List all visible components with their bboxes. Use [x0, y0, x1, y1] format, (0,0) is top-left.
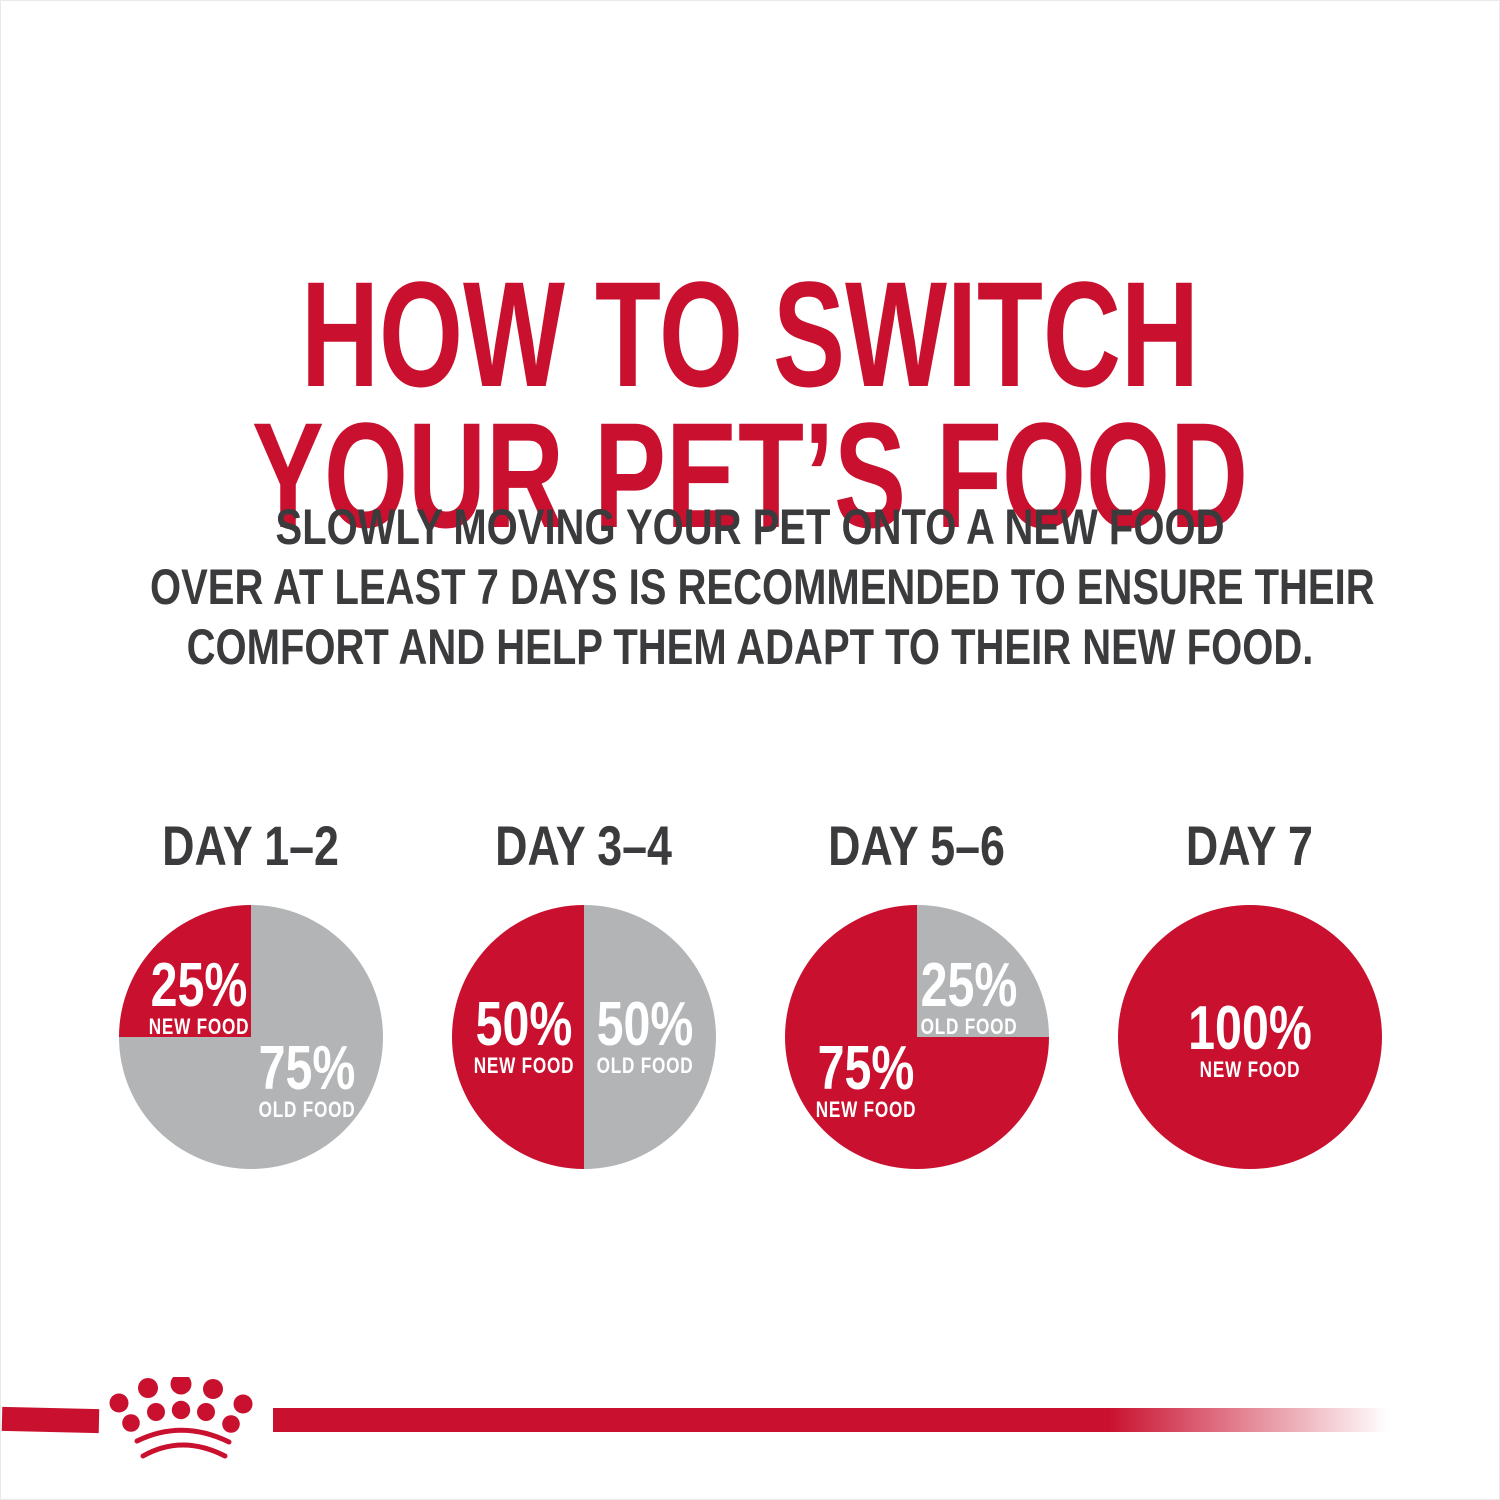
pie-label-new-food: NEW FOOD [1199, 1057, 1300, 1082]
footer-brand-bar-left [1, 1406, 100, 1434]
pie-chart-day-3-4: 50% NEW FOOD 50% OLD FOOD [451, 905, 716, 1169]
pie-label-group-old-food: 50% OLD FOOD [596, 990, 693, 1080]
pie-label-group-old-food: 25% OLD FOOD [920, 951, 1017, 1041]
day-heading-3-4: DAY 3–4 [495, 814, 672, 877]
footer-brand-bar-right [273, 1408, 1400, 1432]
pie-label-old-food: OLD FOOD [596, 1053, 693, 1078]
pie-percent-new-food: 75% [817, 1034, 914, 1103]
pie-label-group-old-food: 75% OLD FOOD [258, 1034, 355, 1124]
day-panel-5-6: DAY 5–6 25% OLD FOOD 75% NEW FOOD [750, 815, 1083, 1169]
day-panel-3-4: DAY 3–4 50% NEW FOOD 50% OLD FOOD [417, 815, 750, 1169]
pie-chart-day-1-2: 25% NEW FOOD 75% OLD FOOD [118, 905, 383, 1169]
pie-percent-new-food: 100% [1187, 994, 1312, 1063]
pie-label-new-food: NEW FOOD [473, 1053, 574, 1078]
page-title-line1: HOW TO SWITCH [301, 249, 1199, 418]
pie-percent-new-food: 50% [475, 990, 572, 1059]
subtitle-line3: COMFORT AND HELP THEM ADAPT TO THEIR NEW… [186, 619, 1314, 675]
pie-label-group-new-food: 75% NEW FOOD [815, 1034, 916, 1124]
day-heading-5-6: DAY 5–6 [828, 814, 1005, 877]
pie-percent-new-food: 25% [150, 951, 247, 1020]
pie-label-group-new-food: 100% NEW FOOD [1187, 994, 1312, 1084]
pie-label-group-new-food: 25% NEW FOOD [148, 951, 249, 1041]
pie-chart-row: DAY 1–2 25% NEW FOOD 75% OLD FOOD DAY 3–… [0, 815, 1500, 1169]
day-heading-1-2: DAY 1–2 [162, 814, 339, 877]
subtitle-line2: OVER AT LEAST 7 DAYS IS RECOMMENDED TO E… [150, 559, 1375, 615]
royal-canin-crown-icon [109, 1377, 253, 1459]
pie-label-new-food: NEW FOOD [815, 1097, 916, 1122]
subtitle-line1: SLOWLY MOVING YOUR PET ONTO A NEW FOOD [275, 499, 1225, 555]
page-title-line2: YOUR PET’S FOOD [251, 390, 1249, 559]
pie-chart-day-5-6: 25% OLD FOOD 75% NEW FOOD [784, 905, 1049, 1169]
day-panel-7: DAY 7 100% NEW FOOD [1083, 815, 1416, 1169]
pie-chart-day-7: 100% NEW FOOD [1117, 905, 1382, 1169]
pie-label-old-food: OLD FOOD [920, 1014, 1017, 1039]
page-subtitle: SLOWLY MOVING YOUR PET ONTO A NEW FOOD O… [0, 497, 1500, 677]
pie-percent-old-food: 50% [596, 990, 693, 1059]
pie-label-group-new-food: 50% NEW FOOD [473, 990, 574, 1080]
pie-label-old-food: OLD FOOD [258, 1097, 355, 1122]
pie-percent-old-food: 25% [920, 951, 1017, 1020]
day-panel-1-2: DAY 1–2 25% NEW FOOD 75% OLD FOOD [84, 815, 417, 1169]
pie-percent-old-food: 75% [258, 1034, 355, 1103]
page-title: HOW TO SWITCH YOUR PET’S FOOD [0, 249, 1500, 559]
pie-label-new-food: NEW FOOD [148, 1014, 249, 1039]
day-heading-7: DAY 7 [1185, 814, 1314, 877]
